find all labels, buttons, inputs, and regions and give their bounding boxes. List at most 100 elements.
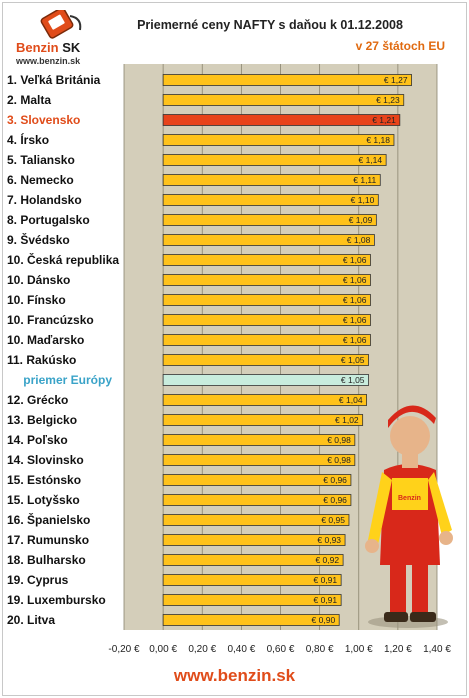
x-tick-label: 0,00 € [149,644,177,655]
category-label: 4. Írsko [7,132,49,147]
bar-value-label: € 1,05 [341,375,365,385]
bar [162,194,379,206]
bar [162,174,381,186]
bar-value-label: € 1,06 [343,275,367,285]
bar [162,254,371,266]
bar-value-label: € 1,04 [339,395,363,405]
bar-value-label: € 0,92 [315,555,339,565]
benzin-logo: Benzin SK www.benzin.sk [10,10,100,68]
x-tick-label: 1,40 € [423,644,451,655]
bar [162,134,395,146]
bar [162,534,346,546]
category-label: 18. Bulharsko [7,553,86,567]
bar-value-label: € 1,06 [343,295,367,305]
bar-value-label: € 1,11 [353,175,376,185]
logo-text: Benzin SK [16,40,81,55]
bar-value-label: € 1,06 [343,335,367,345]
bar-value-label: € 0,98 [327,435,351,445]
bar [162,394,367,406]
category-label: 9. Švédsko [7,232,70,247]
category-label: 15. Lotyšsko [7,493,80,507]
category-label: 1. Veľká Británia [7,73,101,87]
bar-value-label: € 1,23 [376,95,400,105]
bar [162,294,371,306]
bar [162,374,369,386]
bar-value-label: € 0,98 [327,455,351,465]
category-label: 5. Taliansko [7,153,75,167]
x-tick-label: -0,20 € [108,644,140,655]
logo-url: www.benzin.sk [16,56,81,66]
bar-value-label: € 1,27 [384,75,408,85]
bar-value-label: € 0,95 [321,515,345,525]
bar [162,94,405,106]
bar-value-label: € 0,96 [323,475,347,485]
x-tick-label: 0,20 € [188,644,216,655]
bar [162,614,340,626]
category-label: 20. Litva [7,613,55,627]
category-label: 12. Grécko [7,393,68,407]
footer-url: www.benzin.sk [173,666,296,685]
bar-value-label: € 1,18 [366,135,390,145]
bar [162,74,412,86]
chart-title: Priemerné ceny NAFTY s daňou k 01.12.200… [137,18,403,32]
x-axis-ticks: -0,20 € 0,00 € 0,20 € 0,40 € 0,60 € 0,80 € 1,0… [108,644,451,655]
bar-value-label: € 1,06 [343,315,367,325]
mascot-illustration: Benzin [365,405,453,628]
bar-value-label: € 1,21 [372,115,396,125]
mascot-shirt-text: Benzin [398,495,421,502]
bar-value-label: € 1,08 [347,235,371,245]
bar-value-label: € 1,10 [351,195,375,205]
category-label: 10. Fínsko [7,293,66,307]
x-tick-label: 0,80 € [306,644,334,655]
category-label: 13. Belgicko [7,413,77,427]
bar [162,314,371,326]
bar [162,494,352,506]
fuel-pump-logo-icon [40,10,82,39]
bar [162,354,369,366]
category-label: 19. Cyprus [7,573,69,587]
bar-value-label: € 0,96 [323,495,347,505]
category-label: 16. Španielsko [7,512,90,527]
bar-value-label: € 1,09 [349,215,373,225]
category-label: 19. Luxembursko [7,593,106,607]
category-label: 2. Malta [7,93,51,107]
x-tick-label: 1,00 € [345,644,373,655]
bar [162,114,401,126]
category-label: 15. Estónsko [7,473,81,487]
bar [162,154,387,166]
bar-value-label: € 0,90 [312,615,336,625]
bar-value-label: € 1,06 [343,255,367,265]
category-label: priemer Európy [23,373,112,387]
category-label: 8. Portugalsko [7,213,90,227]
bar [162,554,344,566]
bar [162,214,377,226]
bar [162,434,356,446]
category-label: 10. Maďarsko [7,333,84,347]
bar-value-label: € 0,91 [314,575,338,585]
category-label: 10. Dánsko [7,273,70,287]
bar [162,574,342,586]
category-label: 10. Česká republika [7,252,119,267]
category-label: 14. Slovinsko [7,453,84,467]
bar [162,274,371,286]
x-tick-label: 0,40 € [227,644,255,655]
category-label: 17. Rumunsko [7,533,89,547]
category-label: 6. Nemecko [7,173,74,187]
x-tick-label: 1,20 € [384,644,412,655]
category-label: 7. Holandsko [7,193,82,207]
category-label: 10. Francúzsko [7,313,94,327]
bar-value-label: € 0,93 [317,535,341,545]
bar-value-label: € 1,02 [335,415,359,425]
bar [162,334,371,346]
chart-subtitle: v 27 štátoch EU [355,39,445,53]
bar [162,594,342,606]
bar [162,474,352,486]
bar-value-label: € 0,91 [314,595,338,605]
bars: € 1,27 € 1,23 € 1,21 € 1,18 € 1,14 € 1,11 € 1,… [162,74,412,626]
x-tick-label: 0,60 € [267,644,295,655]
bar-value-label: € 1,05 [341,355,365,365]
bar [162,514,350,526]
category-label: 14. Poľsko [7,433,68,447]
category-label: 3. Slovensko [7,113,80,127]
